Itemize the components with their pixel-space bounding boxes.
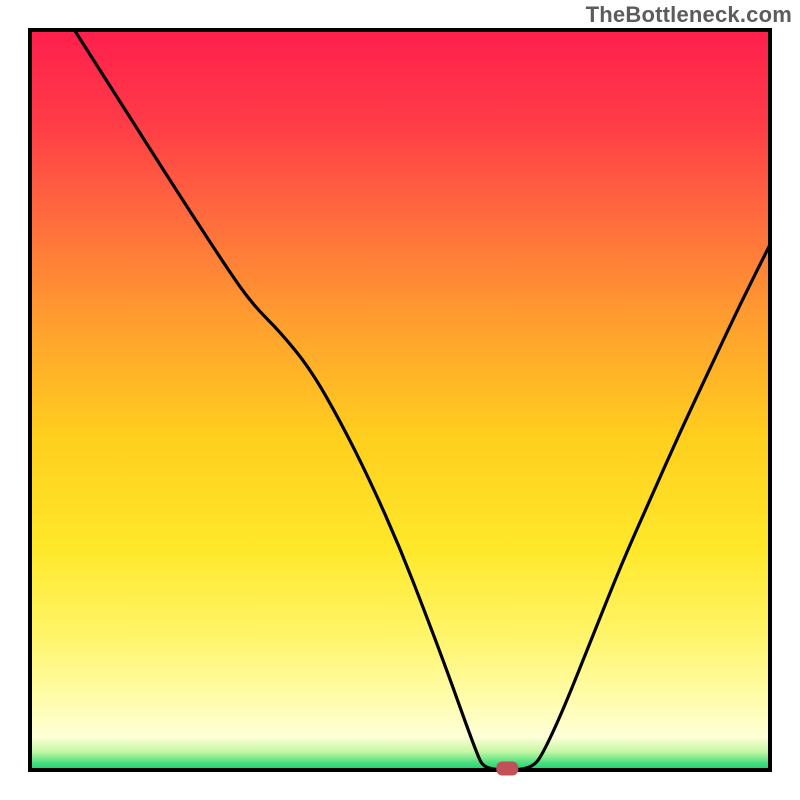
- gradient-background: [30, 30, 770, 770]
- bottleneck-curve-chart: [0, 0, 800, 800]
- watermark-text: TheBottleneck.com: [586, 2, 792, 28]
- minimum-marker: [496, 762, 518, 776]
- chart-container: TheBottleneck.com: [0, 0, 800, 800]
